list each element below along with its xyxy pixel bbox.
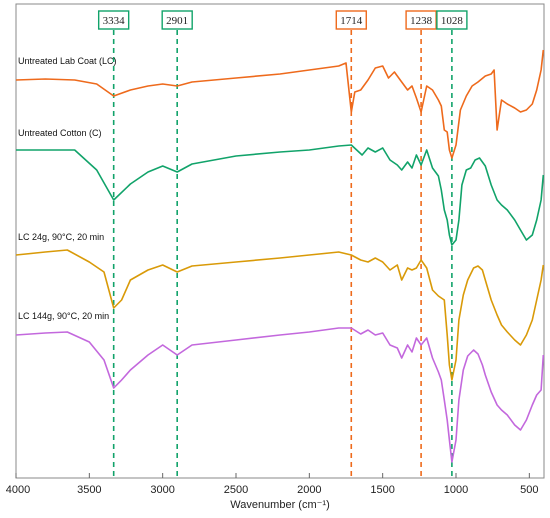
marker-box-1028: [436, 10, 468, 30]
marker-label-1028: 1028: [441, 15, 464, 27]
series-layer: [15, 49, 545, 463]
series-line-1: [15, 49, 545, 159]
series-labels: Untreated Lab Coat (LC) Untreated Cotton …: [18, 56, 117, 321]
x-tick-label-4000: 4000: [6, 484, 30, 496]
marker-label-1714: 1714: [340, 15, 363, 27]
marker-lines: 3334 2901 1714 1238 1028: [97, 10, 468, 478]
marker-box-3334: [97, 10, 130, 30]
marker-label-3334: 3334: [103, 15, 126, 27]
marker-label-2901: 2901: [166, 15, 188, 27]
marker-box-1714: [335, 10, 367, 30]
x-tick-label-2000: 2000: [297, 484, 321, 496]
x-tick-label-1500: 1500: [370, 484, 394, 496]
x-tick-label-1000: 1000: [444, 484, 468, 496]
marker-label-1238: 1238: [410, 15, 433, 27]
x-tick-label-2500: 2500: [224, 484, 248, 496]
series-label-2: Untreated Cotton (C): [18, 128, 102, 138]
marker-box-1238: [405, 10, 437, 30]
series-line-2: [16, 144, 545, 246]
series-label-1: Untreated Lab Coat (LC): [18, 56, 117, 66]
series-label-4: LC 144g, 90°C, 20 min: [18, 311, 109, 321]
x-axis: 4000 3500 3000 2500 2000 1500 1000 500: [6, 473, 539, 496]
x-tick-label-3500: 3500: [77, 484, 101, 496]
plot-frame: [15, 3, 545, 479]
x-tick-label-3000: 3000: [150, 484, 174, 496]
series-line-4: [15, 327, 545, 463]
x-axis-title: Wavenumber (cm⁻¹): [230, 499, 330, 511]
series-label-3: LC 24g, 90°C, 20 min: [18, 232, 104, 242]
marker-box-2901: [161, 10, 193, 30]
x-tick-label-500: 500: [520, 484, 538, 496]
series-line-3: [15, 249, 545, 381]
